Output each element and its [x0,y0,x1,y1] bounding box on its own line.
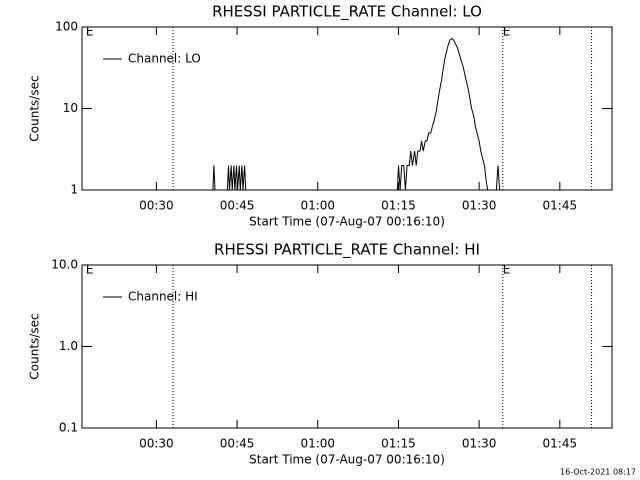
annotation: E [86,263,94,277]
data-line [212,37,501,191]
x-tick-label: 01:45 [543,199,578,213]
x-tick-label: 01:15 [381,437,416,451]
x-tick-label: 01:00 [300,437,335,451]
annotation: E [86,25,94,39]
x-tick-label: 00:30 [139,437,174,451]
y-tick-label: 1.0 [59,339,78,353]
y-tick-label: 10 [63,101,78,115]
x-axis-label: Start Time (07-Aug-07 00:16:10) [249,215,445,229]
annotation: E [503,263,511,277]
x-tick-label: 00:45 [220,199,255,213]
x-tick-label: 01:45 [543,437,578,451]
y-tick-label: 10.0 [51,258,78,272]
chart-title: RHESSI PARTICLE_RATE Channel: HI [214,241,480,260]
y-tick-label: 0.1 [59,421,78,435]
x-axis-label: Start Time (07-Aug-07 00:16:10) [249,453,445,467]
y-tick-label: 1 [70,183,78,197]
y-axis-label: Counts/sec [28,75,42,141]
y-tick-label: 100 [55,20,78,34]
annotation: E [503,25,511,39]
x-tick-label: 00:45 [220,437,255,451]
x-tick-label: 01:15 [381,199,416,213]
x-tick-label: 01:30 [462,437,497,451]
legend-label: Channel: LO [128,52,201,66]
y-axis-label: Counts/sec [28,313,42,379]
legend-label: Channel: HI [128,290,198,304]
x-tick-label: 00:30 [139,199,174,213]
x-tick-label: 01:00 [300,199,335,213]
x-tick-label: 01:30 [462,199,497,213]
footer: 16-Oct-2021 08:17 [560,468,636,477]
chart-title: RHESSI PARTICLE_RATE Channel: LO [212,3,482,22]
